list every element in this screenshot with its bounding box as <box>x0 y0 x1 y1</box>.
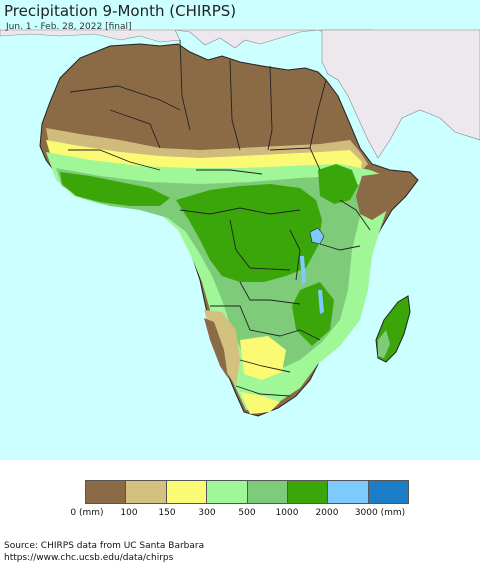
date-range-subtitle: Jun. 1 - Feb. 28, 2022 [final] <box>6 22 132 32</box>
southeast-africa-green <box>292 282 334 346</box>
legend-label-7: 3000 (mm) <box>354 508 406 518</box>
namib-coast-brown <box>204 318 228 378</box>
rainforest-dark-green <box>176 184 322 282</box>
legend-swatch-0 <box>86 481 127 503</box>
madagascar-west-dry <box>378 330 390 358</box>
legend-label-2: 150 <box>158 508 176 518</box>
legend-swatch-1 <box>126 481 167 503</box>
legend-swatch-6 <box>328 481 369 503</box>
lake-tanganyika <box>300 256 306 284</box>
source-attribution: Source: CHIRPS data from UC Santa Barbar… <box>4 540 204 564</box>
southern-europe <box>0 29 181 43</box>
source-text: Source: CHIRPS data from UC Santa Barbar… <box>4 541 205 551</box>
lake-malawi <box>318 290 324 314</box>
page-title: Precipitation 9-Month (CHIRPS) <box>4 2 237 20</box>
source-url: https://www.chc.ucsb.edu/data/chirps <box>4 553 174 563</box>
legend-swatch-4 <box>247 481 288 503</box>
legend-label-4: 500 <box>238 508 256 518</box>
legend-label-5: 1000 <box>275 508 299 518</box>
legend-label-6: 2000 <box>315 508 339 518</box>
legend-swatch-5 <box>287 481 329 503</box>
legend-swatch-7 <box>368 481 408 503</box>
legend-swatch-3 <box>207 481 248 503</box>
middle-east-landmass <box>321 29 480 159</box>
lake-victoria <box>309 227 325 245</box>
legend-label-1: 100 <box>120 508 138 518</box>
legend-swatch-2 <box>166 481 208 503</box>
legend-label-0: 0 (mm) <box>70 508 104 518</box>
guinea-coast-green <box>60 172 170 206</box>
country-borders <box>68 39 371 397</box>
ethiopian-highlands-green <box>318 164 358 204</box>
precipitation-map <box>0 0 480 460</box>
precipitation-legend <box>85 480 409 504</box>
horn-of-africa-dry <box>356 172 412 220</box>
south-africa-yellow <box>240 392 280 414</box>
legend-label-3: 300 <box>198 508 216 518</box>
